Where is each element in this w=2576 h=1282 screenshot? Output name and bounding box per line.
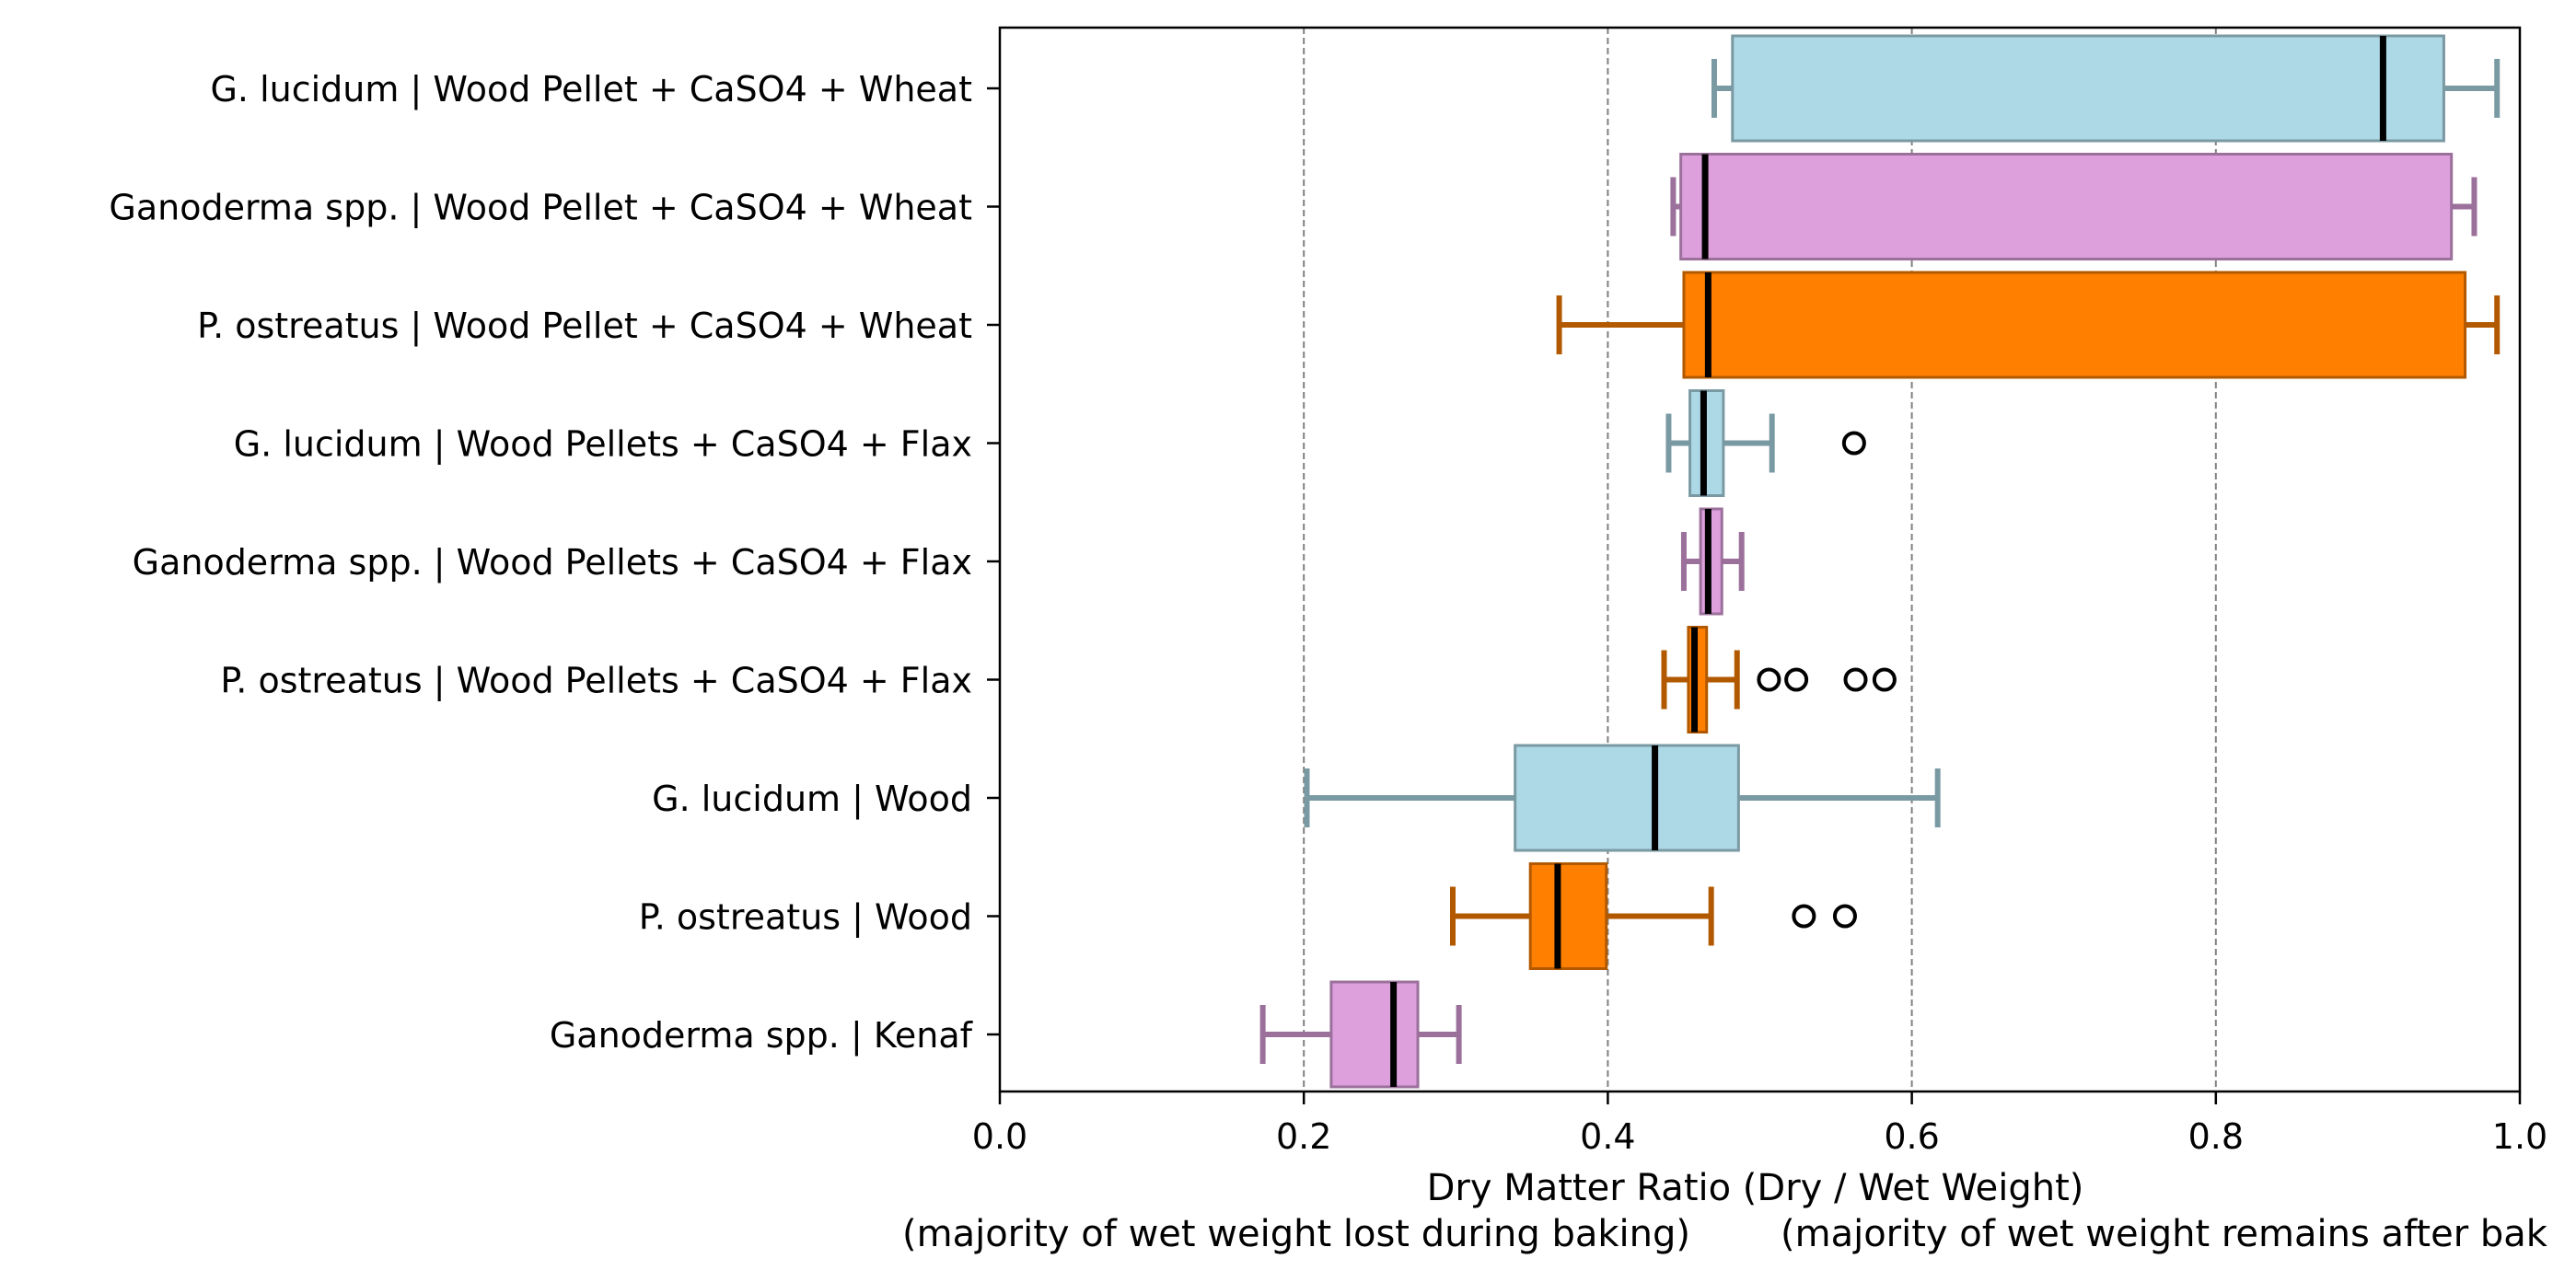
category-label: Ganoderma spp. | Wood Pellets + CaSO4 + … bbox=[133, 542, 972, 583]
axis-ticks: 0.0 0.2 0.4 0.6 0.8 1.0 bbox=[972, 1091, 2547, 1157]
x-axis-note-right: (majority of wet weight remains after ba… bbox=[1781, 1213, 2548, 1255]
box-group bbox=[1304, 744, 1941, 852]
box-group bbox=[1670, 153, 2477, 260]
x-axis-label: Dry Matter Ratio (Dry / Wet Weight) bbox=[1427, 1167, 2084, 1209]
box-group bbox=[1556, 271, 2501, 379]
category-label: G. lucidum | Wood bbox=[652, 779, 972, 820]
plot-frame bbox=[998, 26, 2522, 1093]
box-iqr bbox=[1679, 153, 2454, 260]
category-label: Ganoderma spp. | Wood Pellet + CaSO4 + W… bbox=[109, 188, 972, 229]
category-label: P. ostreatus | Wood Pellets + CaSO4 + Fl… bbox=[220, 661, 972, 702]
category-label: P. ostreatus | Wood Pellet + CaSO4 + Whe… bbox=[197, 306, 972, 347]
outlier-point bbox=[1841, 431, 1866, 456]
outlier-point bbox=[1757, 667, 1781, 692]
x-tick-label: 0.8 bbox=[2188, 1116, 2244, 1157]
box-group bbox=[1259, 980, 1462, 1089]
box-iqr bbox=[1528, 862, 1608, 970]
box-iqr bbox=[1731, 34, 2445, 143]
box-group bbox=[1661, 626, 1897, 733]
box-group bbox=[1680, 507, 1745, 616]
category-label: Ganoderma spp. | Kenaf bbox=[550, 1015, 974, 1057]
box-group bbox=[1665, 389, 1866, 497]
box-iqr bbox=[1329, 980, 1420, 1089]
category-label: P. ostreatus | Wood bbox=[639, 897, 972, 939]
x-axis-note-left: (majority of wet weight lost during baki… bbox=[902, 1213, 1690, 1255]
boxes bbox=[1259, 34, 2501, 1089]
outlier-point bbox=[1872, 667, 1897, 692]
outlier-point bbox=[1792, 904, 1816, 929]
x-tick-label: 1.0 bbox=[2492, 1116, 2547, 1157]
box-iqr bbox=[1514, 744, 1740, 852]
x-tick-label: 0.0 bbox=[972, 1116, 1027, 1157]
category-label: G. lucidum | Wood Pellets + CaSO4 + Flax bbox=[234, 424, 972, 466]
category-label: G. lucidum | Wood Pellet + CaSO4 + Wheat bbox=[210, 69, 972, 110]
category-labels: G. lucidum | Wood Pellet + CaSO4 + Wheat… bbox=[109, 69, 1000, 1057]
x-tick-label: 0.4 bbox=[1580, 1116, 1635, 1157]
box-group bbox=[1711, 34, 2501, 143]
outlier-point bbox=[1832, 904, 1857, 929]
box-iqr bbox=[1682, 271, 2467, 379]
outlier-point bbox=[1784, 667, 1809, 692]
outlier-point bbox=[1843, 667, 1868, 692]
x-tick-label: 0.6 bbox=[1884, 1116, 1939, 1157]
x-tick-label: 0.2 bbox=[1276, 1116, 1331, 1157]
box-group bbox=[1449, 862, 1857, 970]
